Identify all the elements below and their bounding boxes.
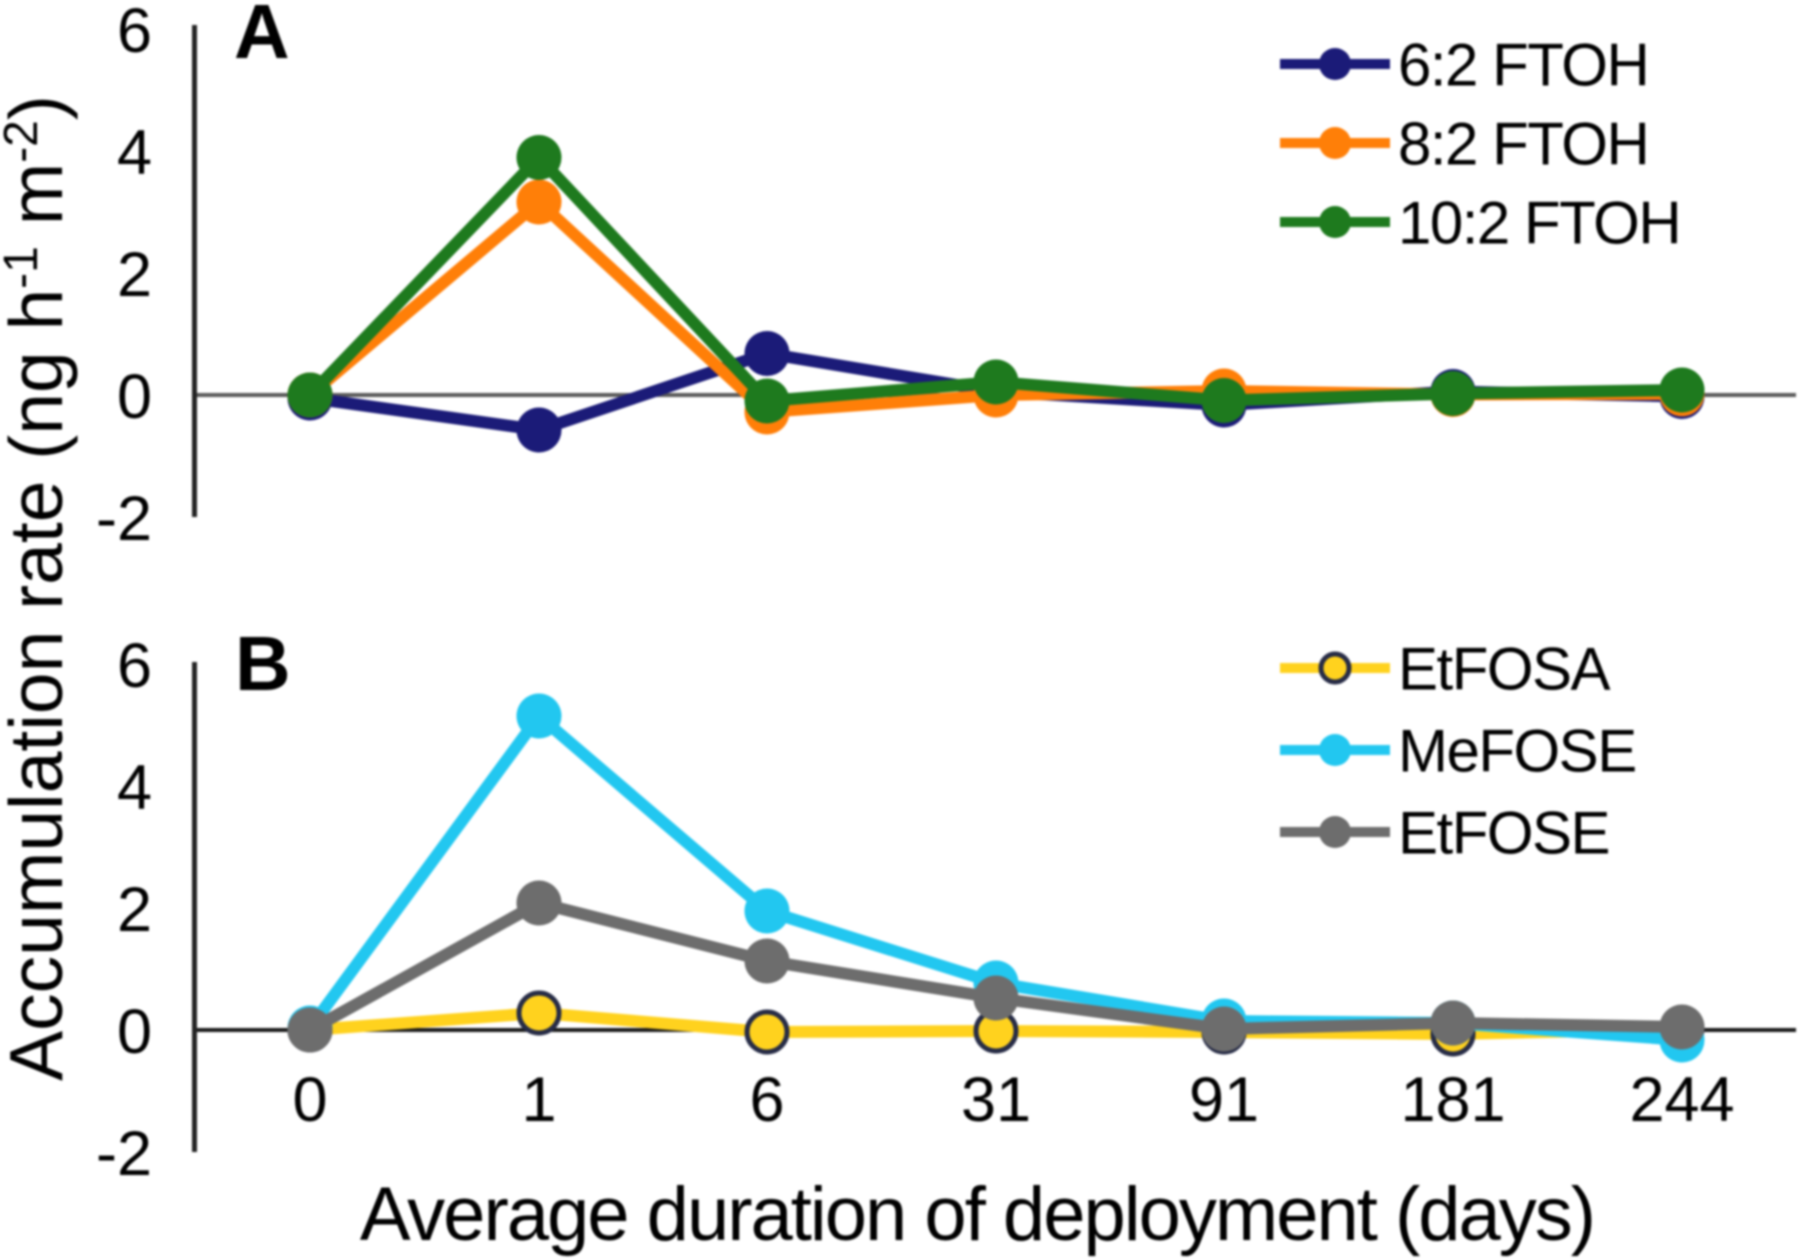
svg-text:Average duration of deployment: Average duration of deployment (days) [360, 1172, 1594, 1257]
svg-text:4: 4 [117, 118, 152, 188]
svg-text:6: 6 [749, 1065, 784, 1135]
svg-text:1: 1 [521, 1065, 556, 1135]
svg-text:MeFOSE: MeFOSE [1398, 718, 1636, 785]
svg-text:244: 244 [1629, 1065, 1734, 1135]
svg-text:Accumulation rate (ng h-1 m-2): Accumulation rate (ng h-1 m-2) [0, 95, 78, 1081]
svg-text:31: 31 [961, 1065, 1031, 1135]
svg-text:0: 0 [117, 362, 152, 432]
svg-text:B: B [235, 621, 291, 707]
svg-text:4: 4 [117, 753, 152, 823]
svg-text:0: 0 [117, 997, 152, 1067]
svg-text:A: A [234, 0, 290, 75]
svg-text:6: 6 [117, 631, 152, 701]
svg-text:2: 2 [117, 240, 152, 310]
svg-text:181: 181 [1400, 1065, 1505, 1135]
svg-text:-2: -2 [96, 1119, 152, 1189]
svg-text:-2: -2 [96, 484, 152, 554]
svg-text:91: 91 [1189, 1065, 1259, 1135]
svg-text:EtFOSA: EtFOSA [1398, 636, 1611, 703]
svg-text:0: 0 [292, 1065, 327, 1135]
svg-text:10:2 FTOH: 10:2 FTOH [1398, 190, 1680, 257]
svg-text:8:2 FTOH: 8:2 FTOH [1398, 111, 1648, 178]
svg-text:2: 2 [117, 875, 152, 945]
svg-text:EtFOSE: EtFOSE [1398, 800, 1609, 867]
svg-text:6: 6 [117, 0, 152, 66]
svg-text:6:2 FTOH: 6:2 FTOH [1398, 32, 1648, 99]
